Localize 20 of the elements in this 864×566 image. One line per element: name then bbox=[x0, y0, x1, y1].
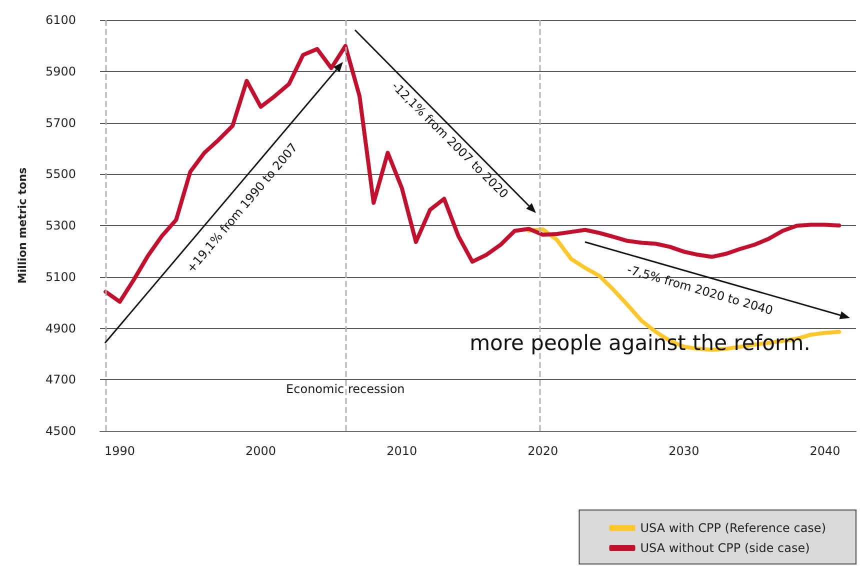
y-tick-label: 4900 bbox=[45, 321, 76, 336]
y-tick-label: 5900 bbox=[45, 64, 76, 78]
y-axis-title: Million metric tons bbox=[16, 166, 29, 284]
y-tick-label: 4700 bbox=[45, 372, 76, 387]
y-tick-label: 6100 bbox=[45, 13, 76, 27]
x-tick-label: 2020 bbox=[528, 444, 558, 458]
y-tick-label: 4500 bbox=[45, 424, 76, 438]
y-tick-label: 5700 bbox=[45, 116, 76, 130]
annotation: -7,5% from 2020 to 2040 bbox=[626, 262, 774, 318]
y-tick-label: 5500 bbox=[45, 167, 76, 182]
x-tick-label: 2040 bbox=[810, 444, 840, 458]
x-tick-label: 2030 bbox=[668, 444, 700, 458]
x-tick-label: 2010 bbox=[386, 444, 418, 458]
legend-label: USA with CPP (Reference case) bbox=[640, 521, 826, 535]
legend-label: USA without CPP (side case) bbox=[640, 541, 810, 555]
x-tick-label: 1990 bbox=[104, 444, 136, 458]
y-tick-label: 5100 bbox=[45, 270, 76, 284]
y-tick-label: 5300 bbox=[45, 218, 76, 232]
x-tick-label: 2000 bbox=[246, 444, 276, 458]
ref-line-label: Economic recession bbox=[286, 382, 405, 396]
